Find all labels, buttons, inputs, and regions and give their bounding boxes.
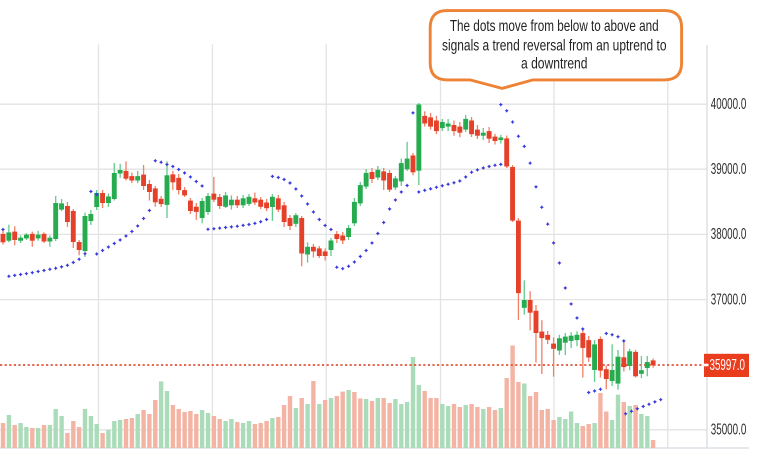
svg-text:39000.0: 39000.0 (711, 161, 747, 178)
svg-text:signals a trend reversal from: signals a trend reversal from an uptrend… (442, 37, 667, 54)
svg-text:The dots move from below to ab: The dots move from below to above and (450, 18, 659, 35)
svg-text:40000.0: 40000.0 (711, 96, 747, 113)
svg-text:a downtrend: a downtrend (521, 56, 588, 73)
svg-text:38000.0: 38000.0 (711, 226, 747, 243)
svg-text:37000.0: 37000.0 (711, 291, 747, 308)
svg-text:35000.0: 35000.0 (711, 422, 747, 439)
svg-text:35997.0: 35997.0 (710, 357, 746, 374)
